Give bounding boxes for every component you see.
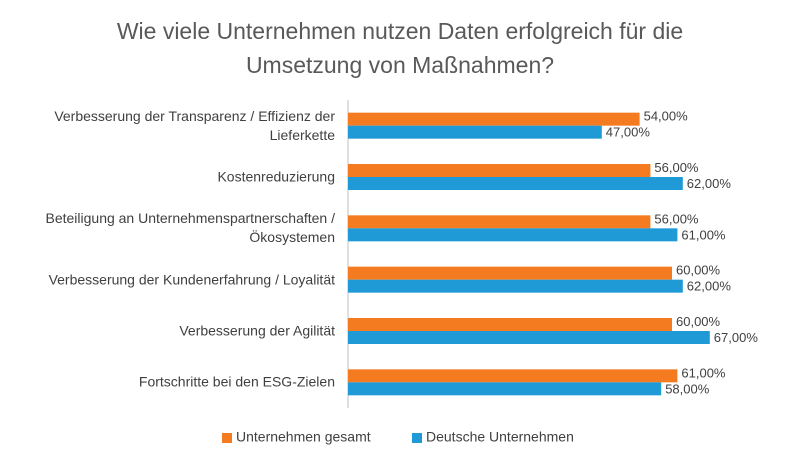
- value-label: 60,00%: [676, 314, 721, 329]
- bar: [348, 279, 683, 293]
- bar: [348, 331, 710, 344]
- bar: [348, 266, 672, 280]
- value-label: 62,00%: [687, 176, 732, 191]
- bar: [348, 215, 651, 229]
- bar: [348, 164, 651, 177]
- chart-title: Wie viele Unternehmen nutzen Daten erfol…: [116, 18, 684, 78]
- legend-swatch: [412, 433, 422, 443]
- value-label: 54,00%: [644, 109, 689, 124]
- legend-label: Unternehmen gesamt: [236, 429, 371, 445]
- value-label: 58,00%: [665, 381, 710, 396]
- bar: [348, 369, 678, 383]
- bar: [348, 177, 683, 190]
- value-label: 62,00%: [687, 279, 732, 294]
- y-tick-label: Verbesserung der Transparenz / Effizienz…: [54, 107, 335, 143]
- y-tick-label: Kostenreduzierung: [217, 168, 335, 185]
- value-label: 61,00%: [681, 365, 726, 380]
- value-label: 47,00%: [606, 125, 651, 140]
- y-tick-label: Verbesserung der Kundenerfahrung / Loyal…: [48, 271, 335, 288]
- value-label: 61,00%: [681, 227, 726, 242]
- value-label: 67,00%: [714, 330, 759, 345]
- y-tick-label: Verbesserung der Agilität: [179, 322, 335, 339]
- legend-label: Deutsche Unternehmen: [426, 429, 574, 445]
- bar: [348, 318, 672, 331]
- bar: [348, 112, 640, 126]
- bar: [348, 382, 662, 396]
- value-label: 56,00%: [654, 160, 699, 175]
- y-tick-label: Beteiligung an Unternehmenspartnerschaft…: [45, 210, 335, 246]
- legend-swatch: [222, 433, 232, 443]
- value-label: 56,00%: [654, 211, 699, 226]
- y-tick-label: Fortschritte bei den ESG-Zielen: [138, 373, 335, 390]
- value-label: 60,00%: [676, 263, 721, 278]
- bar: [348, 228, 678, 242]
- bar: [348, 125, 602, 139]
